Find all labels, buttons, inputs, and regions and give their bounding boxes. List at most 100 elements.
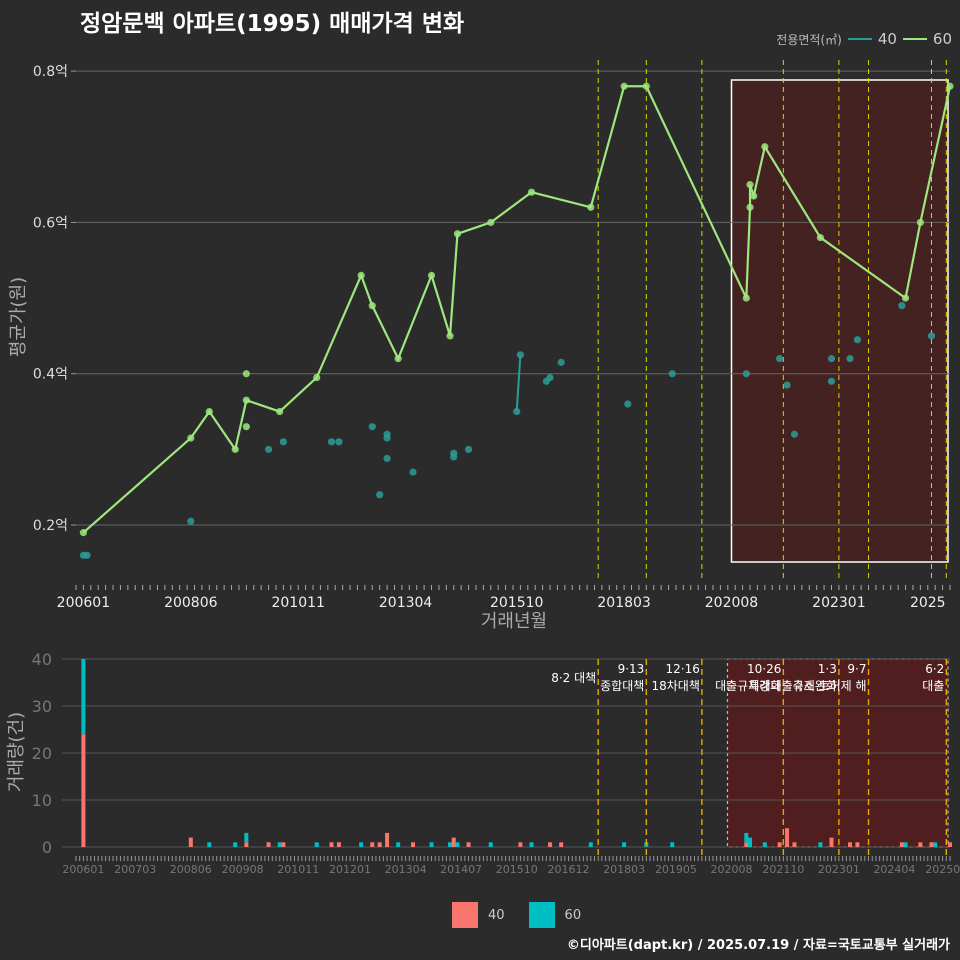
- data-point-60: [427, 271, 436, 279]
- data-point-40: [327, 438, 336, 446]
- bar-60: [818, 842, 823, 847]
- bar-x-tick-label: 202008: [711, 863, 753, 876]
- bar-60: [622, 842, 627, 847]
- bar-x-tick-label: 200806: [170, 863, 212, 876]
- bar-60: [233, 842, 238, 847]
- data-point-60: [816, 233, 824, 242]
- bar-60: [81, 659, 86, 735]
- data-point-60: [357, 271, 365, 279]
- data-point-60: [242, 423, 250, 431]
- bar-x-tick-label: 201304: [385, 863, 427, 876]
- data-point-60: [761, 143, 769, 151]
- bar-x-tick-label: 201407: [440, 863, 482, 876]
- data-point-60: [187, 434, 195, 442]
- x-tick-label: 202008: [705, 595, 758, 611]
- bar-x-tick-label: 202506: [925, 863, 960, 876]
- bar-40: [244, 842, 249, 847]
- bar-40: [329, 842, 334, 847]
- x-tick-label: 202301: [812, 595, 865, 611]
- bar-y-tick-label: 10: [32, 791, 52, 810]
- bar-40: [785, 828, 790, 847]
- data-point-40: [827, 355, 836, 363]
- data-point-40: [513, 407, 521, 416]
- bar-y-tick-label: 40: [32, 650, 52, 669]
- data-point-60: [242, 370, 250, 378]
- bar-40: [451, 837, 456, 847]
- data-point-40: [187, 517, 195, 525]
- data-point-60: [746, 181, 754, 189]
- bar-60: [488, 842, 493, 847]
- data-point-60: [453, 230, 462, 238]
- x-tick-label: 201304: [379, 595, 433, 611]
- bar-x-tick-label: 202110: [762, 863, 804, 876]
- data-point-60: [746, 203, 754, 211]
- policy-annotation-label: 6·2: [925, 662, 944, 676]
- policy-annotation-label: 규제완화: [793, 679, 837, 693]
- bar-x-tick-label: 202404: [873, 863, 915, 876]
- data-point-40: [783, 381, 791, 389]
- x-axis-label: 거래년월: [481, 611, 547, 632]
- policy-annotation-label: 1·3: [818, 662, 837, 676]
- data-point-40: [516, 351, 525, 359]
- policy-annotation-label: 10·26: [747, 662, 781, 676]
- bar-40: [81, 734, 86, 847]
- bar-40: [188, 837, 193, 847]
- bar-40: [336, 842, 341, 847]
- data-point-60: [313, 373, 321, 382]
- bar-40: [855, 842, 860, 847]
- data-point-60: [242, 396, 250, 404]
- legend-box-40: [452, 902, 478, 928]
- bar-y-tick-label: 20: [32, 744, 52, 763]
- data-point-60: [276, 407, 284, 416]
- bar-x-tick-label: 200703: [114, 863, 156, 876]
- data-point-60: [527, 188, 536, 196]
- data-point-40: [383, 454, 391, 463]
- bar-40: [518, 842, 523, 847]
- policy-annotation-label: 8·2 대책: [551, 670, 596, 685]
- bar-60: [429, 842, 434, 847]
- bar-60: [670, 842, 675, 847]
- bar-60: [933, 842, 938, 847]
- bar-40: [899, 842, 904, 847]
- y-tick-label: 0.6억: [33, 215, 68, 231]
- bar-x-tick-label: 201510: [496, 863, 538, 876]
- bar-60: [903, 842, 908, 847]
- bar-40: [948, 842, 952, 847]
- data-point-60: [916, 218, 924, 227]
- data-point-40: [927, 332, 936, 340]
- legend-swatch-60: [902, 38, 927, 40]
- bar-40: [266, 842, 271, 847]
- bar-60: [529, 842, 534, 847]
- data-point-60: [368, 302, 376, 310]
- bar-40: [466, 842, 471, 847]
- y-tick-label: 0.8억: [33, 64, 68, 80]
- legend-bottom: 40 60: [452, 902, 581, 928]
- data-point-40: [264, 445, 273, 453]
- data-point-60: [205, 407, 213, 416]
- bar-40: [777, 842, 782, 847]
- data-point-60: [946, 82, 954, 90]
- data-point-60: [79, 529, 88, 537]
- bar-60: [748, 837, 753, 847]
- policy-annotation-label: 9·13: [618, 662, 645, 676]
- data-point-60: [742, 294, 750, 302]
- bar-60: [448, 842, 453, 847]
- legend-bottom-item-60: 60: [564, 907, 582, 923]
- bar-x-tick-label: 200908: [222, 863, 264, 876]
- bar-x-tick-label: 200601: [62, 863, 104, 876]
- data-point-40: [776, 355, 784, 363]
- bar-40: [559, 842, 564, 847]
- bar-40: [385, 832, 390, 847]
- y-axis-label: 평균가(원): [8, 277, 29, 357]
- data-point-40: [668, 370, 676, 378]
- data-point-40: [368, 423, 376, 431]
- bar-x-tick-label: 201011: [277, 863, 319, 876]
- y-tick-label: 0.4억: [33, 367, 68, 383]
- x-tick-label: 200806: [164, 595, 218, 611]
- bar-60: [588, 842, 593, 847]
- bar-40: [792, 842, 797, 847]
- x-tick-label: 200601: [57, 595, 110, 611]
- bar-60: [455, 842, 460, 847]
- bar-x-tick-label: 201201: [329, 863, 371, 876]
- legend-top: 전용면적(㎡) 40 60: [776, 30, 952, 48]
